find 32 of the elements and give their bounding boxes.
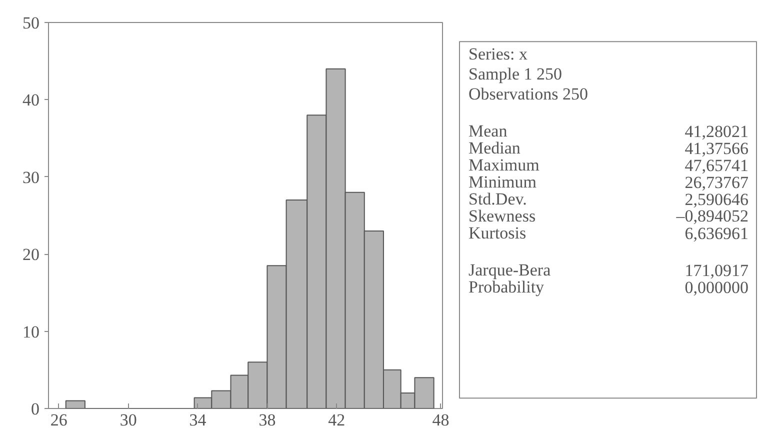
text: Observations 250 bbox=[468, 84, 588, 104]
x-tick-label: 38 bbox=[258, 410, 276, 430]
text: Kurtosis bbox=[468, 223, 526, 242]
text: 41,37566 bbox=[684, 139, 748, 158]
text: Skewness bbox=[468, 206, 536, 226]
text: 0,000000 bbox=[684, 278, 748, 297]
text: Std.Dev. bbox=[468, 189, 527, 208]
text: Sample 1 250 bbox=[468, 64, 562, 84]
text: 47,65741 bbox=[684, 156, 748, 176]
x-tick-label: 48 bbox=[432, 410, 450, 430]
text: 6,636961 bbox=[684, 224, 748, 243]
y-tick-label: 30 bbox=[22, 168, 40, 187]
text: 41,28021 bbox=[684, 122, 748, 142]
x-tick-label: 42 bbox=[328, 410, 346, 430]
text: Series: x bbox=[468, 44, 528, 64]
text: Median bbox=[468, 138, 521, 158]
text: 26,73767 bbox=[684, 173, 749, 192]
text: Minimum bbox=[468, 172, 537, 192]
y-tick-label: 50 bbox=[22, 14, 40, 32]
text: 2,590646 bbox=[684, 190, 748, 209]
y-tick-label: 10 bbox=[22, 322, 40, 342]
y-tick-label: 20 bbox=[22, 245, 40, 264]
text: Maximum bbox=[468, 156, 540, 175]
y-tick-label: 40 bbox=[22, 90, 40, 110]
text: Mean bbox=[468, 122, 508, 141]
x-tick-label: 34 bbox=[189, 410, 207, 430]
x-tick-label: 30 bbox=[120, 410, 137, 430]
text: 171,0917 bbox=[684, 260, 749, 280]
x-tick-label: 26 bbox=[50, 410, 68, 430]
text: –0,894052 bbox=[675, 206, 748, 226]
text: Jarque-Bera bbox=[468, 260, 552, 280]
y-tick-label: 0 bbox=[31, 400, 40, 418]
